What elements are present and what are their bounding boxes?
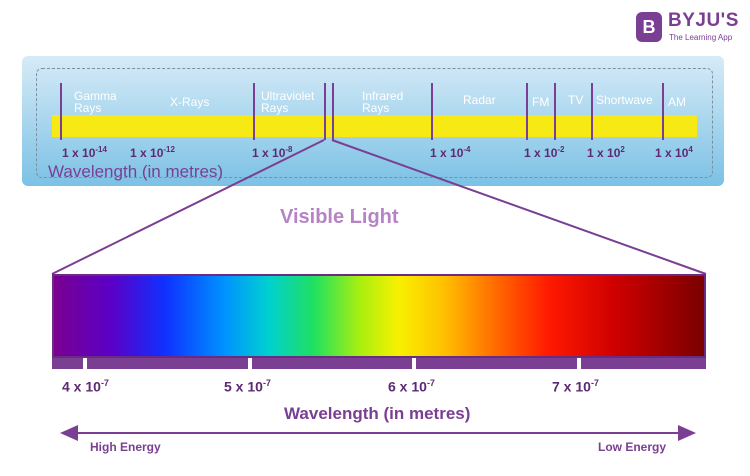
scale-tick-mark <box>412 358 416 369</box>
visible-light-title: Visible Light <box>280 206 399 228</box>
spectrum-tick: 1 x 10-8 <box>252 145 293 160</box>
band-label-am: AM <box>668 95 686 109</box>
band-label-gamma: Gamma Rays <box>74 89 117 115</box>
visible-scale-bar <box>52 358 706 369</box>
arrow-right-icon <box>678 425 696 441</box>
visible-axis-label: Wavelength (in metres) <box>284 404 471 423</box>
logo-name: BYJU'S <box>668 10 739 31</box>
visible-tick: 5 x 10-7 <box>224 378 271 395</box>
band-label-tv: TV <box>568 93 584 107</box>
band-label-ultraviolet: Ultraviolet Rays <box>261 89 315 115</box>
arrow-left-icon <box>60 425 78 441</box>
band-divider <box>60 83 62 140</box>
spectrum-frame <box>36 68 713 178</box>
band-divider <box>431 83 433 140</box>
band-divider <box>554 83 556 140</box>
band-label-fm: FM <box>532 95 550 109</box>
band-divider <box>662 83 664 140</box>
band-divider <box>253 83 255 140</box>
visible-tick: 7 x 10-7 <box>552 378 599 395</box>
band-divider <box>332 83 334 140</box>
band-divider <box>591 83 593 140</box>
low-energy-label: Low Energy <box>598 440 667 454</box>
band-label-infrared: Infrared Rays <box>362 89 404 115</box>
band-divider <box>324 83 326 140</box>
scale-tick-mark <box>83 358 87 369</box>
spectrum-tick: 1 x 10-12 <box>130 145 175 160</box>
band-label-shortwave: Shortwave <box>596 93 653 107</box>
scale-tick-mark <box>577 358 581 369</box>
spectrum-tick: 1 x 10-2 <box>524 145 565 160</box>
visible-spectrum-gradient <box>52 274 706 358</box>
spectrum-tick: 1 x 104 <box>655 145 693 160</box>
zoom-line-left <box>51 139 325 275</box>
spectrum-band <box>52 115 697 137</box>
zoom-line-right <box>331 139 707 275</box>
logo-tagline: The Learning App <box>669 33 733 42</box>
scale-tick-mark <box>248 358 252 369</box>
visible-tick: 4 x 10-7 <box>62 378 109 395</box>
spectrum-tick: 1 x 10-4 <box>430 145 471 160</box>
band-label-xrays: X-Rays <box>170 95 210 109</box>
byjus-logo: B BYJU'S The Learning App <box>636 8 746 48</box>
logo-mark-icon: B <box>636 12 662 42</box>
high-energy-label: High Energy <box>90 440 161 454</box>
band-divider <box>526 83 528 140</box>
visible-tick: 6 x 10-7 <box>388 378 435 395</box>
spectrum-tick: 1 x 102 <box>587 145 625 160</box>
spectrum-tick: 1 x 10-14 <box>62 145 107 160</box>
band-label-radar: Radar <box>463 93 496 107</box>
spectrum-axis-label: Wavelength (in metres) <box>48 162 224 181</box>
